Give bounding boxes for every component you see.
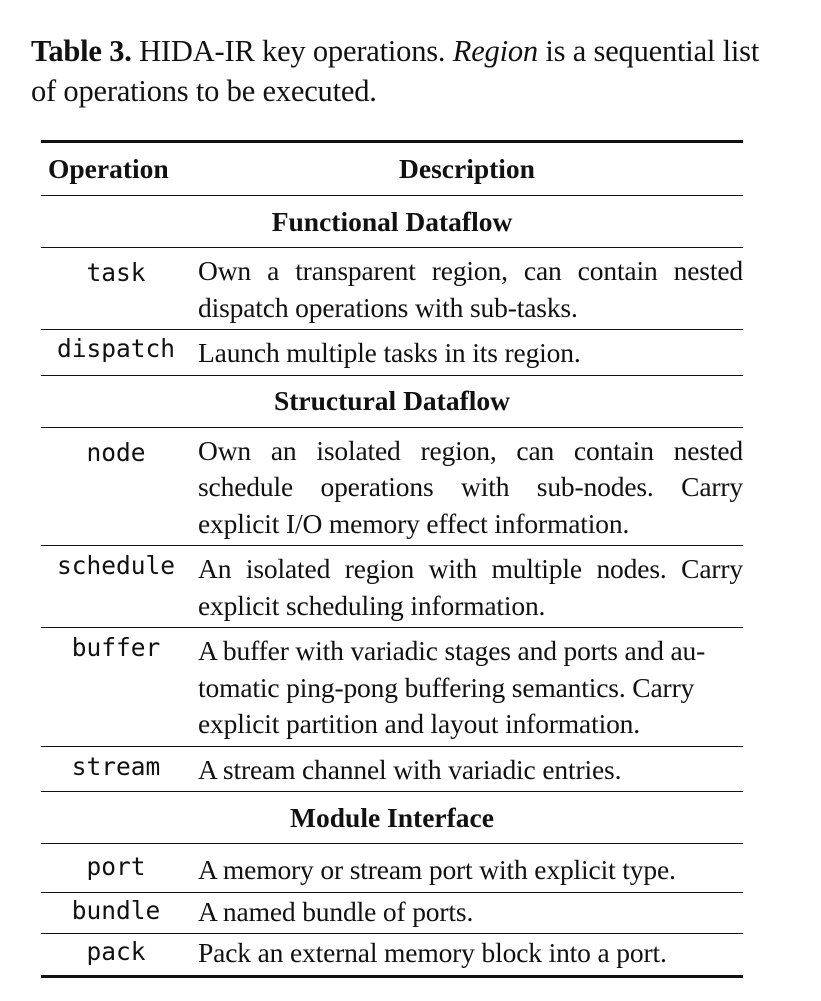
description-cell: Launch multiple tasks in its region. (191, 329, 743, 376)
section-row-module-interface: Module Interface (41, 791, 743, 844)
caption-text-2: is a sequential list of operations to be… (31, 34, 760, 108)
operation-cell: stream (41, 746, 191, 792)
operation-cell: task (41, 247, 191, 330)
table-row: port A memory or stream port with explic… (41, 843, 743, 893)
section-title: Structural Dataflow (41, 375, 743, 428)
description-cell: A named bundle of ports. (191, 892, 743, 934)
section-title: Functional Dataflow (41, 195, 743, 248)
caption-emphasis: Region (452, 34, 538, 68)
caption-label: Table 3. (31, 34, 132, 68)
table-row: bundle A named bundle of ports. (41, 892, 743, 934)
table-row: buffer A buffer with variadic stages and… (41, 627, 743, 747)
table-row: node Own an isolated region, can contain… (41, 427, 743, 546)
operation-cell: schedule (41, 545, 191, 628)
section-title: Module Interface (41, 791, 743, 844)
table-row: pack Pack an external memory block into … (41, 933, 743, 978)
header-description: Description (191, 140, 743, 196)
description-cell: An isolated region with multiple nodes. … (191, 545, 743, 628)
section-row-functional-dataflow: Functional Dataflow (41, 195, 743, 248)
table-row: schedule An isolated region with multipl… (41, 545, 743, 628)
table-row: stream A stream channel with variadic en… (41, 746, 743, 792)
operations-table: Operation Description Functional Dataflo… (41, 140, 743, 978)
table-caption: Table 3. HIDA-IR key operations. Region … (31, 31, 771, 111)
description-cell: Own an isolated region, can contain nest… (191, 427, 743, 546)
description-cell: A memory or stream port with explicit ty… (191, 843, 743, 893)
table-row: dispatch Launch multiple tasks in its re… (41, 329, 743, 376)
operation-cell: node (41, 427, 191, 546)
description-cell: A buffer with variadic stages and ports … (191, 627, 743, 747)
operations-table-container: Operation Description Functional Dataflo… (41, 140, 743, 978)
table-row: task Own a transparent region, can conta… (41, 247, 743, 330)
operation-cell: buffer (41, 627, 191, 747)
operation-cell: bundle (41, 892, 191, 934)
description-cell: A stream channel with variadic entries. (191, 746, 743, 792)
caption-text-1: HIDA-IR key operations. (131, 34, 453, 68)
section-row-structural-dataflow: Structural Dataflow (41, 375, 743, 428)
operation-cell: port (41, 843, 191, 893)
table-header-row: Operation Description (41, 140, 743, 196)
header-operation: Operation (41, 140, 191, 196)
description-cell: Pack an external memory block into a por… (191, 933, 743, 978)
description-cell: Own a transparent region, can contain ne… (191, 247, 743, 330)
operation-cell: pack (41, 933, 191, 978)
operation-cell: dispatch (41, 329, 191, 376)
